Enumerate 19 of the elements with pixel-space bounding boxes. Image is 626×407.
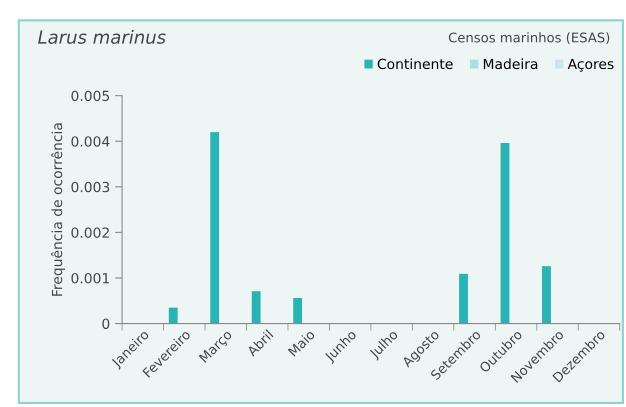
bar — [500, 143, 510, 324]
chart-title: Larus marinus — [38, 30, 166, 44]
y-tick-label: 0.001 — [71, 272, 109, 284]
bar — [459, 274, 468, 324]
y-tick-label: 0.002 — [71, 227, 109, 238]
y-axis-title: Frequência de ocorrência — [50, 123, 65, 296]
bar — [168, 308, 178, 324]
legend-label: Açores — [568, 58, 614, 72]
y-tick-label: 0.005 — [71, 90, 110, 102]
y-tick-label: 0.003 — [71, 182, 110, 192]
bar — [210, 132, 220, 324]
legend-label: Madeira — [484, 58, 538, 70]
bar — [542, 266, 551, 324]
legend-label: Continente — [378, 58, 453, 70]
y-tick-label: 0 — [102, 318, 110, 330]
bar — [252, 291, 261, 324]
y-tick-label: 0.004 — [71, 136, 110, 147]
chart-subtitle: Censos marinhos (ESAS) — [448, 32, 610, 44]
bar — [293, 298, 302, 324]
